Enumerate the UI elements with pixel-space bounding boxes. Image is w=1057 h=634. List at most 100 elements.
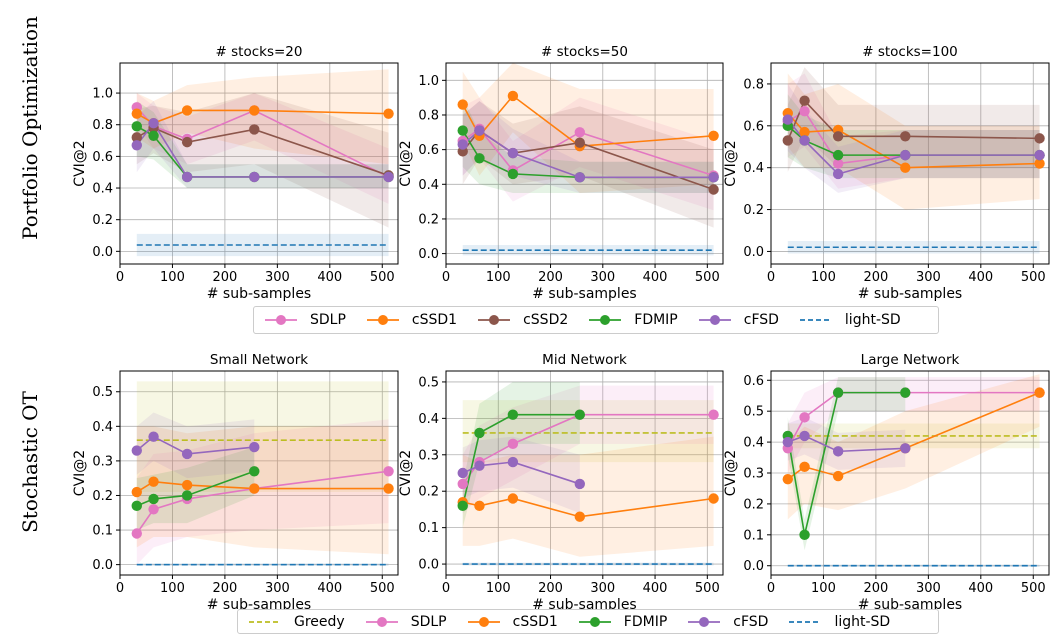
- point-cssd1: [383, 483, 394, 494]
- x-tick-label: 400: [968, 270, 993, 285]
- point-sdlp: [832, 158, 844, 169]
- x-tick-label: 100: [160, 581, 185, 596]
- point-fdmip: [249, 466, 260, 477]
- band-fdmip: [462, 97, 714, 193]
- x-axis-label: # sub-samples: [532, 286, 636, 302]
- x-tick-label: 300: [265, 270, 290, 285]
- series-line-cfsd: [787, 435, 906, 453]
- y-tick-label: 0.4: [418, 178, 439, 193]
- point-cssd1: [782, 473, 793, 485]
- y-tick-label: 0.0: [743, 245, 764, 260]
- chart-title: # stocks=50: [541, 44, 628, 60]
- legend-bottom: Greedy SDLP cSSD1 FDMIP cFSD light-SD: [237, 609, 939, 634]
- point-cssd1: [181, 479, 193, 491]
- x-tick-label: 400: [643, 581, 668, 596]
- legend-label: cSSD1: [512, 613, 558, 630]
- point-cfsd: [782, 436, 793, 448]
- point-cfsd: [474, 460, 485, 471]
- point-sdlp: [507, 438, 519, 450]
- y-tick-label: 0.0: [418, 247, 439, 262]
- legend-label: light-SD: [834, 613, 891, 630]
- x-tick-label: 400: [643, 270, 668, 285]
- y-tick-label: 0.6: [418, 143, 439, 158]
- band-cssd2: [136, 93, 389, 228]
- x-tick-label: 100: [811, 581, 836, 596]
- y-tick-label: 0.2: [418, 485, 439, 500]
- point-cfsd: [900, 443, 911, 454]
- point-sdlp: [383, 466, 394, 477]
- y-tick-label: 1.0: [92, 87, 113, 102]
- band-light-sd: [136, 233, 389, 257]
- point-cssd2: [1034, 133, 1045, 144]
- legend-label: FDMIP: [623, 613, 668, 630]
- y-axis-label: CVI@2: [72, 450, 88, 496]
- legend-label: SDLP: [310, 312, 346, 328]
- y-tick-label: 0.6: [743, 374, 764, 389]
- point-fdmip: [131, 121, 142, 132]
- y-axis-label: CVI@2: [723, 450, 739, 496]
- legend-label: cSSD1: [411, 312, 458, 328]
- point-sdlp: [457, 478, 468, 490]
- x-tick-label: 100: [160, 270, 185, 285]
- x-tick-label: 500: [695, 270, 720, 285]
- point-cfsd: [799, 135, 810, 146]
- point-fdmip: [474, 153, 485, 164]
- legend-swatch-cssd1: [366, 315, 399, 325]
- y-axis-label: CVI@2: [398, 140, 414, 186]
- point-cfsd: [148, 431, 159, 442]
- x-tick-label: 200: [212, 581, 237, 596]
- band-greedy: [787, 423, 1040, 449]
- y-tick-label: 0.3: [92, 454, 113, 469]
- point-sdlp: [799, 412, 810, 423]
- y-tick-label: 0.1: [743, 528, 764, 543]
- band-sdlp: [787, 73, 1040, 189]
- band-greedy: [136, 381, 389, 493]
- legend-label: light-SD: [844, 312, 901, 328]
- point-cfsd: [474, 125, 485, 136]
- point-cssd1: [799, 126, 810, 138]
- band-cssd1: [136, 426, 389, 555]
- x-tick-label: 0: [767, 581, 775, 596]
- band-cssd1: [136, 69, 389, 165]
- legend-swatch-cfsd: [698, 315, 731, 325]
- legend-swatch-cssd2: [478, 315, 511, 325]
- panel-small-network: 0 100 200 300 400 500 0.0 0.1 0.2 0.3 0.4 0.5 Small …: [72, 352, 399, 613]
- y-tick-label: 0.2: [743, 497, 764, 512]
- x-tick-label: 100: [486, 581, 511, 596]
- point-cssd1: [799, 461, 810, 473]
- band-sdlp: [462, 385, 714, 514]
- band-light-sd: [462, 244, 714, 256]
- x-tick-label: 0: [442, 581, 450, 596]
- point-cfsd: [1034, 149, 1045, 161]
- x-tick-label: 0: [116, 270, 124, 285]
- point-fdmip: [900, 387, 911, 398]
- y-tick-label: 0.4: [418, 412, 439, 427]
- band-sdlp: [462, 97, 714, 211]
- band-cfsd: [787, 417, 906, 470]
- legend-entry-fdmip: FDMIP: [578, 614, 667, 630]
- legend-entry-sdlp: SDLP: [365, 614, 447, 630]
- point-cfsd: [249, 171, 260, 183]
- legend-label: cFSD: [743, 312, 779, 328]
- point-fdmip: [507, 168, 519, 180]
- band-cssd2: [787, 67, 1040, 172]
- y-axis-label: CVI@2: [398, 450, 414, 496]
- band-greedy: [462, 400, 714, 463]
- point-cssd2: [574, 137, 585, 148]
- point-fdmip: [181, 490, 193, 501]
- point-cssd1: [383, 108, 394, 119]
- legend-label: cSSD2: [523, 312, 569, 328]
- band-cfsd: [136, 412, 255, 479]
- point-cssd1: [900, 162, 911, 173]
- chart-title: Small Network: [210, 352, 308, 368]
- chart-title: Mid Network: [542, 352, 627, 368]
- point-sdlp: [708, 409, 719, 420]
- legend-entry-light-sd: light-SD: [788, 614, 890, 630]
- y-tick-label: 0.5: [92, 385, 113, 400]
- legend-label: cFSD: [733, 613, 769, 630]
- point-sdlp: [148, 504, 159, 515]
- y-tick-label: 0.6: [743, 119, 764, 134]
- point-cfsd: [574, 172, 585, 183]
- point-cssd1: [507, 90, 519, 102]
- point-sdlp: [799, 105, 810, 117]
